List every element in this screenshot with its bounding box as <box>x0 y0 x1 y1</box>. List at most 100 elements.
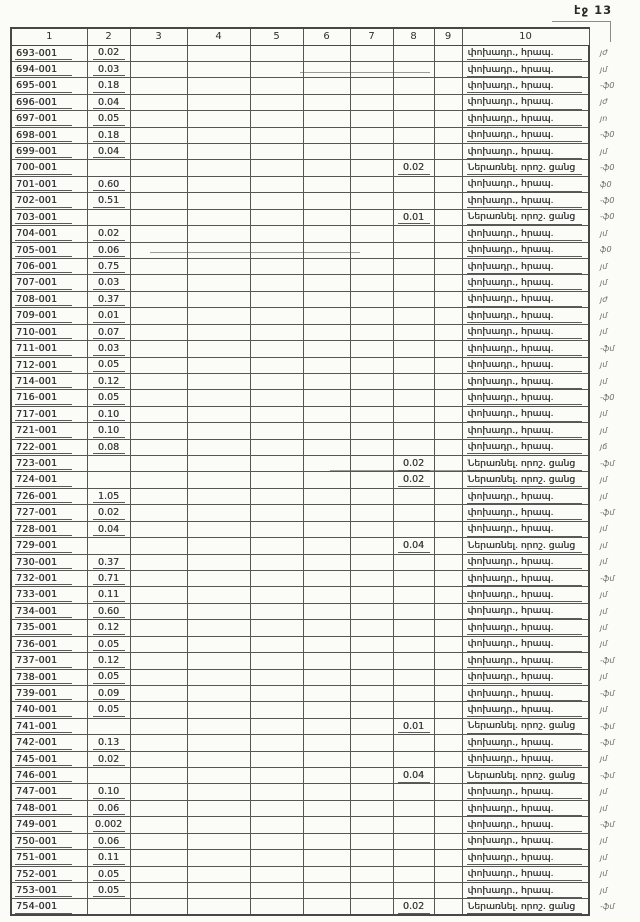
cell-col6 <box>302 471 351 489</box>
col2-value: 0.03 <box>92 63 125 77</box>
margin-mark: յմ <box>600 836 608 846</box>
cell-col7 <box>349 455 394 473</box>
column-header-7: 7 <box>349 27 394 46</box>
cell-col4 <box>186 389 251 407</box>
note-text: փոխադր., հրապ. <box>466 112 582 126</box>
table-row: 754-001 0.02 Ներառնել. որոշ. ցանց -ֆմ <box>10 898 625 917</box>
table-row: 696-001 0.04 փոխադր., հրապ. յժ <box>10 93 625 112</box>
cell-col4 <box>186 619 251 637</box>
cell-col2-value: 0.60 <box>86 602 131 621</box>
cell-col5 <box>249 405 304 424</box>
cell-col9 <box>433 783 463 801</box>
cell-col5 <box>249 110 304 128</box>
note-text: փոխադր., հրապ. <box>466 276 582 291</box>
cell-col5 <box>249 471 304 489</box>
cell-col5 <box>249 799 304 818</box>
note-text: փոխադր., հրապ. <box>466 703 582 718</box>
cell-col3 <box>129 652 188 670</box>
col8-value <box>398 594 430 597</box>
cell-col5 <box>249 60 304 79</box>
cell-note: փոխադր., հրապ. <box>461 389 590 407</box>
cell-col7 <box>349 274 394 292</box>
cell-note: փոխադր., հրապ. <box>461 832 590 851</box>
col2-value: 0.002 <box>92 818 125 832</box>
margin-mark: յմ <box>600 672 608 682</box>
cell-col7 <box>349 504 394 522</box>
cell-col6 <box>302 537 351 555</box>
cell-col8-value <box>392 143 435 161</box>
cell-col5 <box>249 487 304 506</box>
cell-note: փոխադր., հրապ. <box>461 44 590 62</box>
cell-col4 <box>186 537 251 555</box>
cell-col6 <box>302 389 351 407</box>
row-code: 704-001 <box>15 227 72 241</box>
cell-col8-value <box>392 865 435 884</box>
table-row: 722-001 0.08 փոխադր., հրապ. յճ <box>10 438 625 457</box>
cell-col7 <box>349 175 394 194</box>
cell-col3 <box>129 208 188 227</box>
row-code: 726-001 <box>15 490 72 504</box>
col2-value: 0.37 <box>92 293 125 307</box>
cell-code: 710-001 <box>10 323 88 342</box>
row-code: 754-001 <box>15 900 72 914</box>
col2-value: 0.04 <box>92 96 125 110</box>
note-text: Ներառնել. որոշ. ցանց <box>466 900 582 914</box>
row-code: 700-001 <box>15 161 72 175</box>
cell-col6 <box>302 307 351 325</box>
cell-note: փոխադր., հրապ. <box>461 865 590 884</box>
cell-col8-value <box>392 602 435 621</box>
table-row: 703-001 0.01 Ներառնել. որոշ. ցանց -ֆ0 <box>10 208 625 227</box>
cell-col3 <box>129 569 188 588</box>
row-code: 747-001 <box>15 785 72 799</box>
col8-value <box>398 693 430 696</box>
cell-col3 <box>129 340 188 358</box>
cell-col3 <box>129 290 188 309</box>
cell-col2-value: 0.37 <box>86 290 131 309</box>
column-header-10: 10 <box>461 27 590 46</box>
row-code: 735-001 <box>15 621 72 635</box>
table-row: 701-001 0.60 փոխադր., հրապ. ֆ0 <box>10 175 625 194</box>
table-row: 753-001 0.05 փոխադր., հրապ. յմ <box>10 882 625 900</box>
col2-value: 0.12 <box>92 621 125 635</box>
col8-value <box>398 102 430 105</box>
cell-col2-value: 0.04 <box>86 93 131 112</box>
cell-note: փոխադր., հրապ. <box>461 126 590 145</box>
cell-col5 <box>249 898 304 917</box>
cell-col7 <box>349 372 394 391</box>
cell-col4 <box>186 93 251 112</box>
cell-col8-value: 0.04 <box>392 767 435 785</box>
cell-col2-value: 0.05 <box>86 635 131 654</box>
cell-col8-value: 0.02 <box>392 455 435 473</box>
column-header-6: 6 <box>302 27 351 46</box>
cell-col8-value <box>392 586 435 604</box>
cell-col4 <box>186 60 251 79</box>
cell-col7 <box>349 799 394 818</box>
cell-col3 <box>129 175 188 194</box>
col2-value: 0.06 <box>92 244 125 258</box>
cell-col8-value <box>392 77 435 95</box>
cell-note: փոխադր., հրապ. <box>461 882 590 900</box>
note-text: Ներառնել. որոշ. ցանց <box>466 539 582 553</box>
cell-col6 <box>302 93 351 112</box>
cell-col3 <box>129 537 188 555</box>
cell-col7 <box>349 405 394 424</box>
row-code: 741-001 <box>15 720 72 734</box>
cell-col3 <box>129 684 188 703</box>
col2-value: 0.12 <box>92 375 125 389</box>
cell-col6 <box>302 455 351 473</box>
table-row: 728-001 0.04 փոխադր., հրապ. յմ <box>10 520 625 539</box>
cell-col6 <box>302 60 351 79</box>
margin-mark: յմ <box>600 885 608 895</box>
cell-code: 736-001 <box>10 635 88 654</box>
cell-col5 <box>249 323 304 342</box>
cell-col4 <box>186 635 251 654</box>
page-number: էջ 13 <box>574 3 613 17</box>
margin-mark: յմ <box>600 590 608 600</box>
margin-mark: յմ <box>600 425 608 435</box>
cell-col9 <box>433 274 463 292</box>
cell-col3 <box>129 110 188 128</box>
cell-col4 <box>186 832 251 851</box>
cell-col2-value: 0.05 <box>86 701 131 719</box>
cell-col7 <box>349 290 394 309</box>
cell-col9 <box>433 110 463 128</box>
